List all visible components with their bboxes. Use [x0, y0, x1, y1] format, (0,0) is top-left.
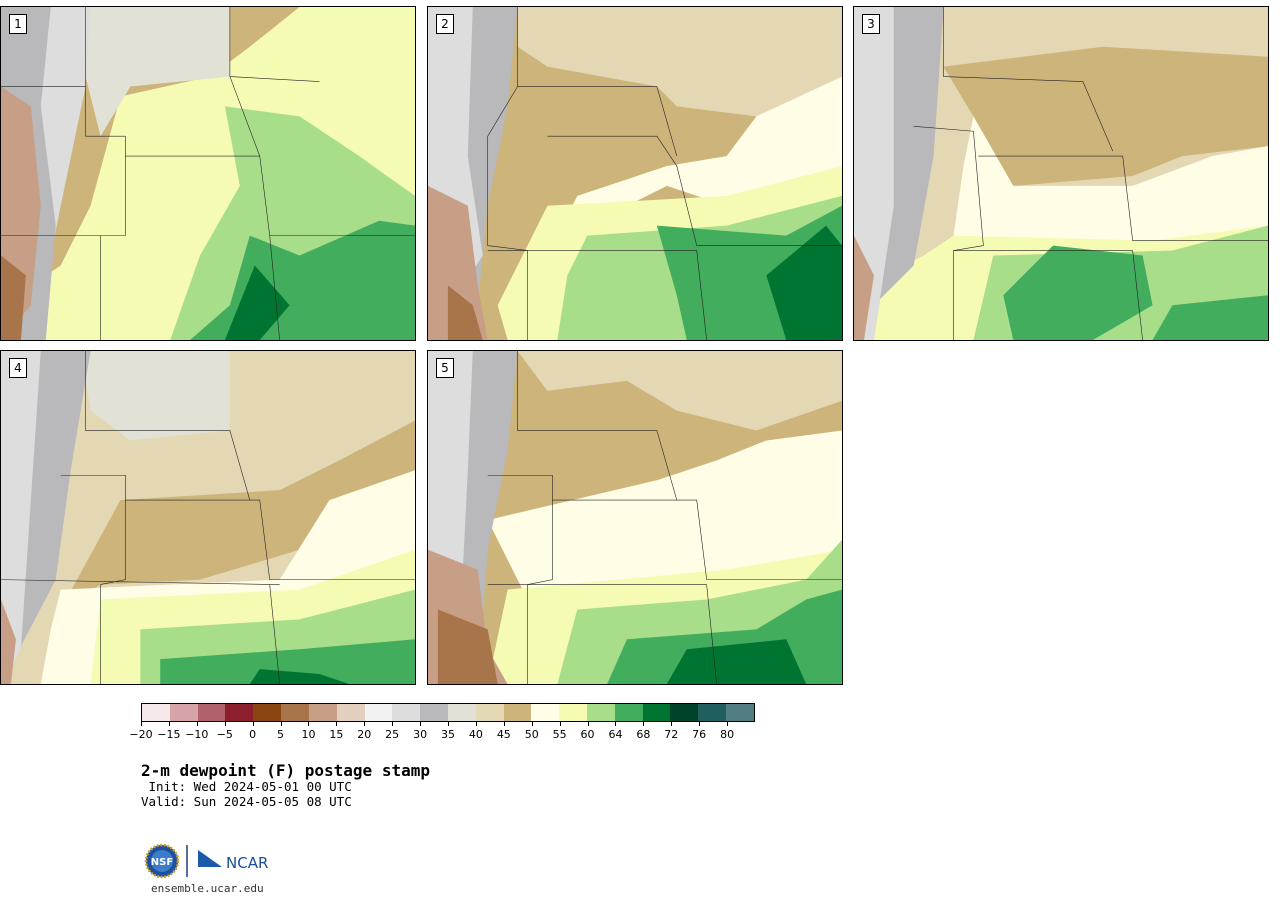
colorbar: [141, 703, 755, 722]
dewpoint-map: [1, 7, 415, 340]
colorbar-tick: [420, 722, 422, 726]
colorbar-tick: [559, 722, 561, 726]
colorbar-segment: [308, 704, 337, 721]
site-url: ensemble.ucar.edu: [151, 882, 264, 895]
colorbar-tick: [531, 722, 533, 726]
colorbar-tick: [308, 722, 310, 726]
colorbar-segment: [503, 704, 532, 721]
colorbar-tick-label: 10: [301, 728, 316, 741]
colorbar-tick: [280, 722, 282, 726]
colorbar-segment: [364, 704, 393, 721]
colorbar-tick-label: 15: [329, 728, 344, 741]
colorbar-tick: [141, 722, 142, 726]
colorbar-tick-label: −15: [157, 728, 181, 741]
colorbar-tick: [196, 722, 198, 726]
stamp-panel: 1: [0, 6, 416, 341]
dewpoint-map: [428, 7, 842, 340]
colorbar-segment: [587, 704, 615, 721]
panel-number: 3: [862, 14, 880, 34]
colorbar-segment: [475, 704, 504, 721]
colorbar-tick-label: 68: [636, 728, 651, 741]
colorbar-tick: [475, 722, 477, 726]
colorbar-tick: [503, 722, 505, 726]
colorbar-tick-label: 30: [413, 728, 428, 741]
panel-number: 4: [9, 358, 27, 378]
colorbar-segment: [420, 704, 448, 721]
colorbar-segment: [169, 704, 198, 721]
colorbar-tick-label: 45: [496, 728, 511, 741]
colorbar-tick-label: 80: [720, 728, 735, 741]
colorbar-tick-label: 76: [692, 728, 707, 741]
colorbar-tick: [364, 722, 366, 726]
dewpoint-map: [1, 351, 415, 684]
stamp-panel: 5: [427, 350, 843, 685]
colorbar-segment: [447, 704, 476, 721]
colorbar-segment: [531, 704, 560, 721]
init-time: Init: Wed 2024-05-01 00 UTC: [141, 779, 352, 794]
colorbar-tick: [587, 722, 589, 726]
ncar-logo-text: NCAR: [226, 854, 268, 872]
stamp-panel: 4: [0, 350, 416, 685]
chart-title: 2-m dewpoint (F) postage stamp: [141, 761, 430, 780]
dewpoint-map: [854, 7, 1268, 340]
colorbar-tick-label: −5: [216, 728, 233, 741]
colorbar-ticks: −20 −15 −10 −5 0 5 10 15 20 25 30 35 40 45 50 55 60 64 68 7…: [129, 722, 755, 742]
colorbar-segment: [559, 704, 587, 721]
colorbar-segment: [642, 704, 671, 721]
panel-number: 2: [436, 14, 454, 34]
colorbar-segment: [726, 704, 754, 721]
colorbar-tick: [336, 722, 338, 726]
panel-number: 1: [9, 14, 27, 34]
colorbar-tick-label: 5: [277, 728, 285, 741]
colorbar-tick-label: 20: [357, 728, 372, 741]
nsf-ncar-logo: NSF NCAR: [144, 843, 274, 879]
stamp-panel: 2: [427, 6, 843, 341]
colorbar-tick: [699, 722, 701, 726]
panel-number: 5: [436, 358, 454, 378]
colorbar-tick: [392, 722, 394, 726]
colorbar-segment: [670, 704, 699, 721]
colorbar-tick: [448, 722, 449, 726]
dewpoint-map: [428, 351, 842, 684]
colorbar-segment: [142, 704, 170, 721]
colorbar-segment: [698, 704, 727, 721]
colorbar-tick: [252, 722, 254, 726]
nsf-logo-text: NSF: [151, 857, 173, 868]
colorbar-tick: [643, 722, 645, 726]
colorbar-tick: [727, 722, 729, 726]
colorbar-tick-label: 55: [552, 728, 567, 741]
colorbar-tick: [168, 722, 170, 726]
colorbar-tick-label: −10: [185, 728, 209, 741]
colorbar-tick-label: 35: [441, 728, 455, 741]
stamp-panel: 3: [853, 6, 1269, 341]
colorbar-tick-label: 40: [468, 728, 483, 741]
colorbar-tick-label: 50: [524, 728, 539, 741]
colorbar-segment: [253, 704, 282, 721]
colorbar-tick-label: 72: [664, 728, 679, 741]
colorbar-segment: [336, 704, 365, 721]
colorbar-tick: [224, 722, 226, 726]
colorbar-segment: [225, 704, 254, 721]
colorbar-tick-label: −20: [129, 728, 153, 741]
colorbar-tick-label: 64: [608, 728, 623, 741]
colorbar-tick-label: 60: [580, 728, 595, 741]
colorbar-tick-label: 25: [385, 728, 400, 741]
colorbar-segment: [281, 704, 309, 721]
colorbar-segment: [197, 704, 226, 721]
colorbar-segment: [392, 704, 421, 721]
valid-time: Valid: Sun 2024-05-05 08 UTC: [141, 794, 352, 809]
colorbar-tick-label: 0: [249, 728, 257, 741]
colorbar-tick: [671, 722, 673, 726]
colorbar-segment: [614, 704, 643, 721]
colorbar-tick: [615, 722, 617, 726]
